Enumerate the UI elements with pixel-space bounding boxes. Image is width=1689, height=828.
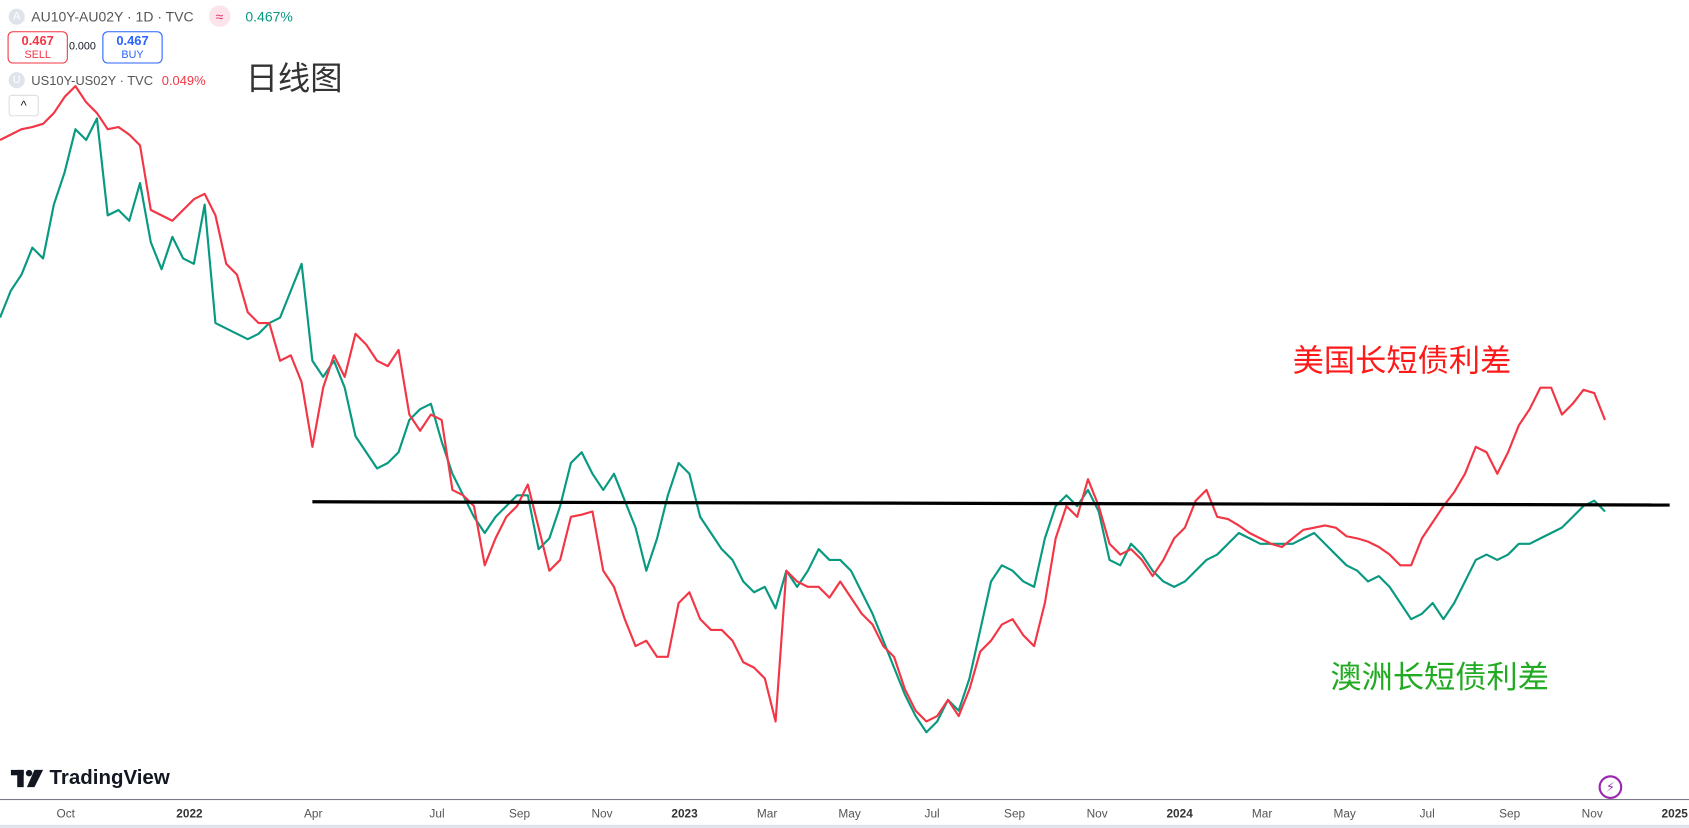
timeframe-note: 日线图 (245, 61, 343, 97)
time-axis-tick: Sep (1004, 807, 1026, 821)
au-spread-label: 澳洲长短债利差 (1330, 661, 1550, 696)
time-axis-line (0, 798, 1689, 801)
collapse-legend-button[interactable]: ^ (8, 94, 39, 117)
time-axis-tick: Jul (429, 807, 445, 821)
logo-text: TradingView (49, 766, 170, 790)
tradingview-logo-icon (10, 769, 44, 788)
compare-symbol-legend[interactable]: U US10Y-US02Y · TVC 0.049% (8, 72, 206, 89)
buy-button[interactable]: 0.467 BUY (102, 31, 163, 64)
lightning-icon[interactable]: ⚡ (1598, 775, 1623, 799)
time-axis-tick: 2022 (176, 807, 203, 821)
time-axis-tick: 2023 (671, 807, 698, 821)
sell-button[interactable]: 0.467 SELL (7, 31, 68, 64)
series-line-us10y-us02y[interactable] (0, 85, 1607, 723)
price-chart[interactable] (0, 0, 1689, 799)
series-line-au10y-au02y[interactable] (0, 117, 1606, 734)
time-axis-tick: May (838, 807, 861, 821)
spread-value: 0.000 (68, 40, 96, 53)
time-axis-tick: Sep (508, 807, 531, 821)
time-axis-tick: 2024 (1166, 807, 1193, 821)
time-axis-tick: Oct (56, 807, 75, 821)
horizontal-trend-line[interactable] (312, 500, 1670, 507)
time-axis-tick: Jul (924, 807, 940, 821)
time-axis-tick: Nov (1086, 807, 1108, 821)
sell-price: 0.467 (21, 33, 54, 49)
compare-badge: U (8, 72, 25, 89)
buy-price: 0.467 (116, 33, 149, 49)
symbol-title[interactable]: AU10Y-AU02Y · 1D · TVC (31, 8, 194, 25)
time-axis-tick: Nov (591, 807, 613, 821)
sell-label: SELL (24, 49, 51, 62)
compare-value: 0.049% (161, 72, 206, 88)
time-axis-tick: Apr (304, 807, 323, 821)
time-axis-tick: Mar (1251, 807, 1273, 821)
approx-icon[interactable]: ≈ (208, 5, 231, 27)
last-value: 0.467% (245, 8, 293, 25)
time-axis-tick: Jul (1419, 807, 1435, 821)
bottom-toolbar-border (0, 824, 1689, 828)
tradingview-logo[interactable]: TradingView (10, 766, 170, 791)
time-axis-tick: Mar (756, 807, 778, 821)
time-axis-tick: May (1333, 807, 1356, 821)
series-layer (0, 85, 1670, 734)
compare-symbol[interactable]: US10Y-US02Y · TVC (31, 72, 154, 88)
symbol-badge: A (8, 8, 25, 25)
buy-label: BUY (121, 49, 144, 62)
time-axis-tick: Sep (1499, 807, 1521, 821)
us-spread-label: 美国长短债利差 (1292, 344, 1512, 380)
time-axis-tick: 2025 (1661, 807, 1688, 821)
time-axis-tick: Nov (1581, 807, 1603, 821)
main-symbol-legend[interactable]: A AU10Y-AU02Y · 1D · TVC ≈ 0.467% (8, 5, 293, 27)
